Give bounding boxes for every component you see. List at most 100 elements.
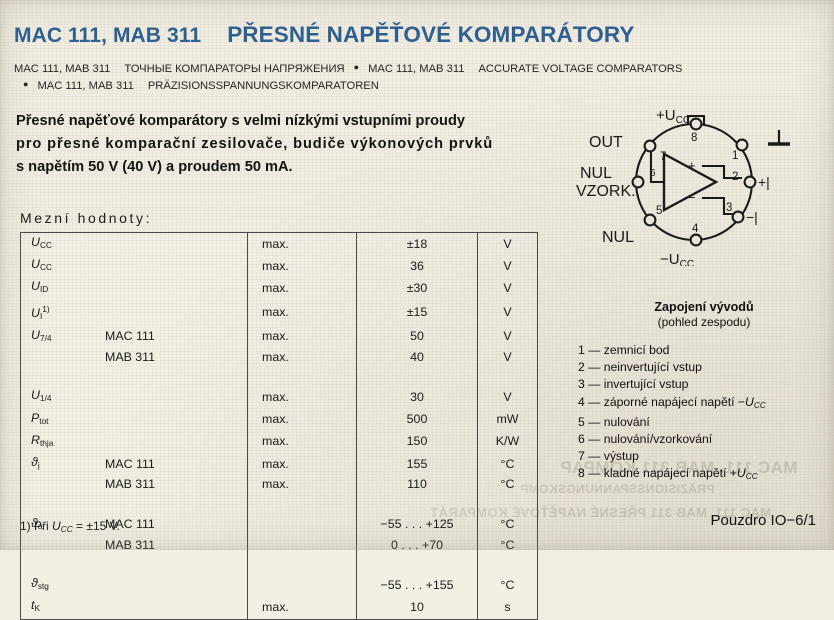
row-value: 10: [356, 596, 478, 619]
limits-heading: Mezní hodnoty:: [20, 210, 153, 226]
row-max-label: [247, 574, 357, 597]
subtitle-line-2: ● MAC 111, MAB 311 PRÄZISIONSSPANNUNGSKOMP…: [14, 79, 379, 92]
footnote-symbol: U: [52, 519, 61, 533]
pinout-diagram: 8 1 2 3 4 5 6 7 + − +UCC −UCC OUT NUL VZ…: [576, 96, 826, 270]
table-row: ϑstg −55 . . . +155 °C: [21, 574, 537, 597]
limiting-values-table: UCC max. ±18 V UCC max. 36 V UID max. ±30 V UI1) max.…: [20, 232, 538, 620]
row-unit: V: [477, 233, 537, 256]
table-spacer-row: [21, 367, 537, 387]
row-value: 500: [356, 408, 478, 431]
row-max-label: max.: [247, 233, 357, 256]
ground-symbol-icon: [768, 130, 790, 146]
pin-number-3: 3: [726, 202, 732, 214]
package-marker: Pouzdro IO−6/1: [710, 512, 816, 529]
table-row: UID max. ±30 V: [21, 277, 537, 300]
footnote: 1) Při UCC = ±15 V.: [20, 519, 120, 534]
table-row: ϑj MAC 111 max. 155 °C: [21, 453, 537, 476]
pin-pad-4: [689, 233, 703, 247]
table-row: U7/4 MAC 111 max. 50 V: [21, 325, 537, 349]
row-unit: V: [477, 325, 537, 349]
table-row: UCC max. 36 V: [21, 255, 537, 278]
pin-number-8: 8: [691, 132, 697, 144]
pin-number-4: 4: [692, 223, 699, 235]
row-value: ±18: [356, 233, 478, 256]
amp-minus-sign: −: [688, 190, 696, 205]
row-max-label: max.: [247, 325, 357, 349]
bullet-separator-icon-2: ●: [23, 79, 29, 89]
row-symbol: UI1): [31, 303, 50, 321]
pin-number-1: 1: [732, 150, 738, 162]
row-type: [105, 255, 248, 277]
label-vcc-negative: −UCC: [660, 251, 694, 266]
pin-pad-5: [643, 213, 657, 227]
row-value: 50: [356, 325, 478, 349]
pin-number-6: 6: [650, 168, 656, 179]
row-type: MAB 311: [105, 350, 156, 365]
row-max-label: max.: [247, 453, 357, 476]
footnote-post: = ±15 V.: [76, 519, 120, 533]
row-value: 150: [356, 430, 478, 454]
row-value: ±30: [356, 277, 478, 300]
table-row: MAB 311 max. 40 V: [21, 348, 537, 368]
row-max-label: [247, 535, 357, 556]
subtitle-de-text: PRÄZISIONSSPANNUNGSKOMPARATOREN: [147, 80, 379, 92]
row-value: −55 . . . +155: [356, 574, 478, 597]
row-symbol: UCC: [31, 235, 52, 250]
row-max-label: max.: [247, 277, 357, 300]
pin-number-7: 7: [660, 151, 666, 163]
row-symbol: tK: [31, 598, 40, 614]
description-line-2: pro přesné komparační zesilovače, budiče…: [16, 136, 494, 152]
amp-plus-sign: +: [688, 158, 696, 173]
row-type: MAC 111: [105, 456, 155, 471]
table-row: UCC max. ±18 V: [21, 233, 537, 256]
row-value: 36: [356, 255, 478, 278]
row-max-label: max.: [247, 348, 357, 368]
row-unit: °C: [477, 453, 537, 476]
legend-item: 4 — záporné napájecí napětí −UCC: [578, 394, 766, 410]
subtitle-de-parts: MAC 111, MAB 311: [37, 80, 134, 92]
legend-item: 1 — zemnicí bod: [578, 343, 670, 357]
row-symbol: ϑstg: [31, 576, 49, 592]
pin-legend: Zapojení vývodů (pohled zespodu) 1 — zem…: [578, 300, 830, 486]
title-text: PŘESNÉ NAPĚŤOVÉ KOMPARÁTORY: [227, 22, 635, 47]
bullet-separator-icon: ●: [353, 62, 360, 72]
row-type: [105, 574, 248, 596]
legend-item: 6 — nulování/vzorkování: [578, 432, 713, 447]
row-symbol: ϑj: [31, 455, 40, 471]
row-type: MAC 111: [105, 329, 155, 344]
row-value: 110: [356, 475, 478, 495]
row-type: [105, 409, 248, 431]
row-symbol: [21, 348, 105, 367]
limits-table-body: UCC max. ±18 V UCC max. 36 V UID max. ±30 V UI1) max.…: [21, 233, 537, 619]
legend-title: Zapojení vývodů: [654, 300, 754, 314]
pin-number-5: 5: [656, 205, 662, 217]
pinout-svg: 8 1 2 3 4 5 6 7 + − +UCC −UCC OUT NUL VZ…: [576, 107, 790, 270]
legend-item: 5 — nulování: [578, 414, 650, 429]
legend-list: 1 — zemnicí bod 2 — neinvertující vstup 3 …: [578, 342, 830, 486]
label-vcc-positive: +UCC: [656, 107, 690, 126]
label-nul-vzork-line1: NUL: [580, 165, 612, 182]
row-unit: V: [477, 386, 537, 409]
table-row: MAB 311 0 . . . +70 °C: [21, 535, 537, 556]
row-unit: s: [477, 596, 537, 619]
table-row: Ptot max. 500 mW: [21, 408, 537, 431]
row-type: [105, 386, 248, 408]
row-type: [105, 277, 248, 299]
table-row: U1/4 max. 30 V: [21, 386, 537, 409]
row-type: MAB 311: [105, 477, 156, 492]
row-type: MAB 311: [105, 537, 156, 552]
row-symbol: UCC: [31, 257, 52, 273]
legend-item: 3 — invertující vstup: [578, 377, 689, 392]
label-noninverting-input: +|: [758, 174, 770, 190]
description-line-1: Přesné napěťové komparátory s velmi nízk…: [16, 113, 466, 129]
row-value: 30: [356, 386, 478, 409]
legend-item: 8 — kladné napájecí napětí +UCC: [578, 466, 758, 482]
table-row: UI1) max. ±15 V: [21, 299, 537, 326]
table-row: MAB 311 max. 110 °C: [21, 475, 537, 495]
row-max-label: max.: [247, 386, 357, 409]
row-symbol: Ptot: [31, 410, 49, 426]
pin-number-2: 2: [732, 171, 738, 183]
footnote-pre: Při: [34, 519, 49, 533]
legend-subtitle: (pohled zespodu): [657, 315, 751, 329]
